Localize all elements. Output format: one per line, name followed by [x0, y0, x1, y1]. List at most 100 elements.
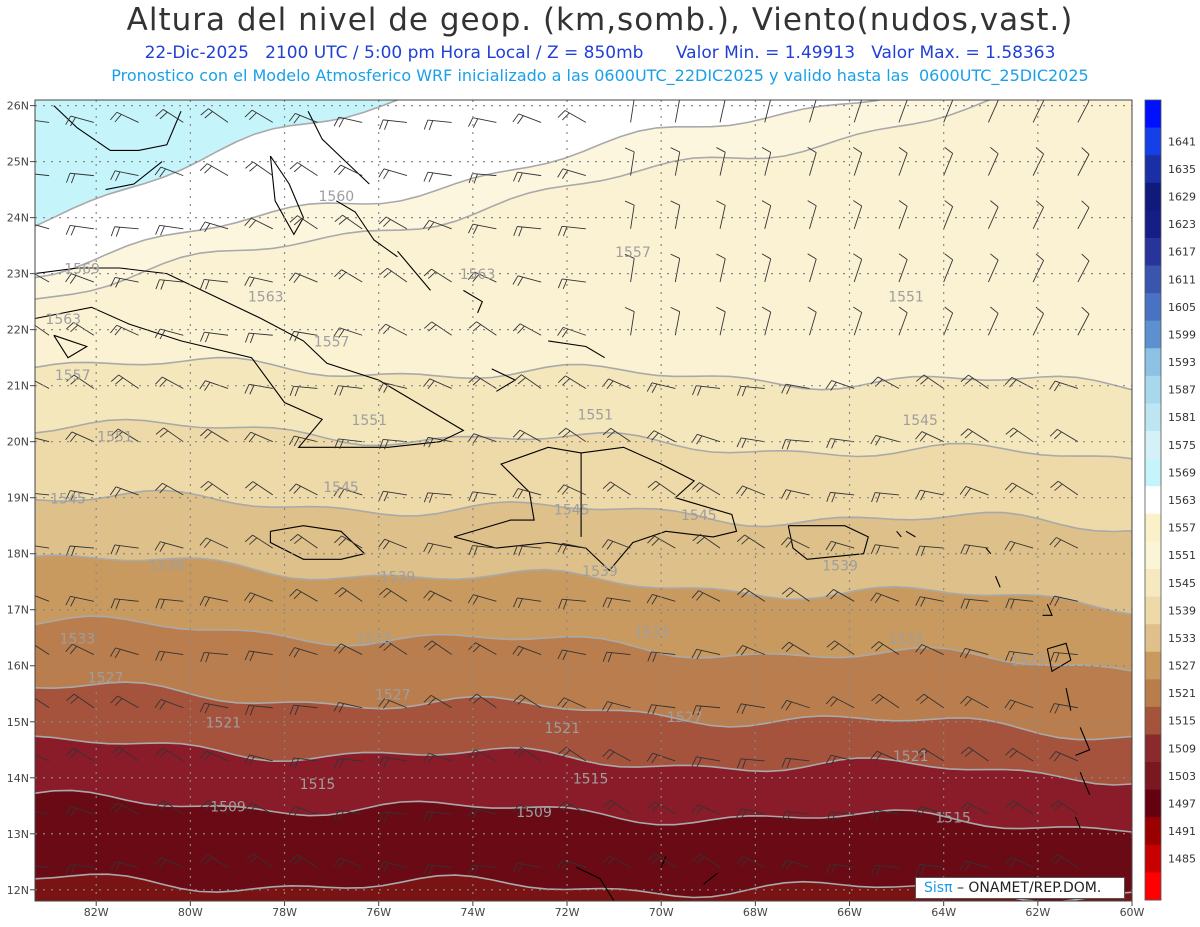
wind-barb	[761, 200, 772, 229]
wind-barb	[647, 853, 676, 868]
wind-barb	[1004, 856, 1034, 868]
wind-barb	[334, 535, 363, 549]
wind-barb	[826, 863, 855, 874]
coastline-8	[269, 155, 305, 236]
wind-barb	[468, 545, 497, 556]
wind-barb	[807, 306, 817, 336]
map-title: Altura del nivel de geop. (km,somb.), Vi…	[126, 2, 1074, 38]
wind-barb	[761, 306, 772, 336]
wind-barb	[35, 595, 50, 602]
wind-barb	[65, 864, 94, 875]
contour-label: 1560	[319, 189, 355, 205]
coastline-0	[53, 105, 182, 151]
wind-barb	[155, 427, 184, 443]
wind-barb	[736, 758, 765, 769]
wind-barb	[513, 694, 542, 709]
wind-barb	[423, 810, 452, 822]
wind-barb	[1005, 800, 1034, 815]
wind-barb	[558, 747, 587, 762]
lon-tick-label: 72W	[555, 906, 580, 919]
wind-barb	[513, 597, 542, 609]
wind-barb	[807, 253, 817, 283]
wind-barb	[670, 200, 681, 229]
legend-label: 1557	[1168, 522, 1196, 535]
contour-label: 1527	[88, 671, 124, 687]
latitude-axis: 12N 13N 14N 15N 16N 17N 18N 19N 20N 21N 22N 23N 24N 2…	[7, 100, 35, 897]
wind-barb	[624, 147, 635, 176]
wind-barb	[379, 640, 408, 655]
wind-barb	[155, 800, 184, 815]
wind-barb	[898, 253, 908, 283]
legend-label: 1587	[1168, 384, 1196, 397]
wind-barb	[35, 644, 50, 655]
wind-barb	[557, 484, 587, 496]
wind-barb	[334, 214, 363, 230]
contour-line-1569	[35, 100, 400, 227]
wind-barb	[154, 857, 184, 868]
wind-barb	[716, 200, 726, 229]
wind-barb	[512, 113, 542, 125]
wind-barb	[66, 172, 94, 184]
lon-tick-label: 74W	[460, 906, 485, 919]
wind-barb	[602, 651, 631, 663]
wind-barb	[65, 273, 95, 284]
wind-barb	[244, 276, 273, 287]
lat-tick-label: 24N	[7, 212, 29, 225]
wind-barb	[959, 485, 989, 497]
wind-barb	[764, 100, 771, 123]
longitude-axis: 82W 80W 78W 76W 74W 72W 70W 68W 66W 64W 62W 60W	[84, 901, 1145, 919]
wind-barb	[557, 225, 586, 237]
map-subtitle-model-run: Pronostico con el Modelo Atmosferico WRF…	[111, 66, 1089, 85]
legend-label: 1533	[1168, 632, 1196, 645]
legend-swatch	[1145, 100, 1161, 129]
wind-barb	[1050, 800, 1079, 815]
contour-line-1557	[35, 100, 992, 300]
legend-swatch	[1145, 127, 1161, 156]
wind-barb	[378, 168, 408, 180]
wind-barb	[110, 111, 139, 123]
wind-barb	[110, 226, 139, 237]
wind-barb	[334, 587, 363, 602]
lat-tick-label: 21N	[7, 380, 29, 393]
legend-swatch	[1145, 513, 1161, 542]
lat-tick-label: 12N	[7, 884, 29, 897]
wind-barb	[825, 380, 855, 391]
wind-barb	[378, 756, 408, 768]
legend-label: 1485	[1168, 853, 1196, 866]
wind-barb	[915, 805, 944, 817]
legend-label: 1635	[1168, 163, 1196, 176]
legend-swatch	[1145, 375, 1161, 404]
wind-barb	[467, 433, 497, 444]
wind-barb	[691, 482, 721, 496]
wind-barb	[468, 491, 497, 502]
contour-line-1527	[35, 615, 1132, 672]
wind-barb	[289, 534, 318, 549]
wind-barb	[423, 219, 452, 231]
wind-barb	[65, 115, 94, 127]
coastline-25	[896, 530, 902, 538]
wind-barb	[334, 758, 363, 769]
wind-barb	[853, 306, 863, 336]
wind-barb	[512, 323, 542, 336]
wind-barb	[334, 269, 363, 283]
wind-barb	[200, 428, 229, 443]
wind-barb	[244, 217, 273, 230]
wind-barb	[853, 100, 863, 123]
wind-barb	[915, 693, 944, 709]
contour-line-1509	[35, 789, 1132, 833]
lon-tick-label: 66W	[837, 906, 862, 919]
wind-barb	[244, 109, 273, 123]
wind-barb	[289, 588, 318, 602]
wind-barb	[987, 200, 999, 230]
wind-barb	[423, 171, 452, 183]
coastline-23	[985, 547, 992, 555]
wind-barb	[1049, 703, 1078, 714]
plot-frame	[34, 99, 1133, 902]
legend-label: 1629	[1168, 191, 1196, 204]
wind-barb	[558, 427, 587, 443]
map-subtitle-valid-time: 22-Dic-2025 2100 UTC / 5:00 pm Hora Loca…	[144, 43, 1056, 63]
legend-label: 1491	[1168, 825, 1196, 838]
wind-barb	[110, 170, 139, 181]
wind-barb	[557, 326, 587, 338]
coastline-15	[1042, 603, 1053, 616]
